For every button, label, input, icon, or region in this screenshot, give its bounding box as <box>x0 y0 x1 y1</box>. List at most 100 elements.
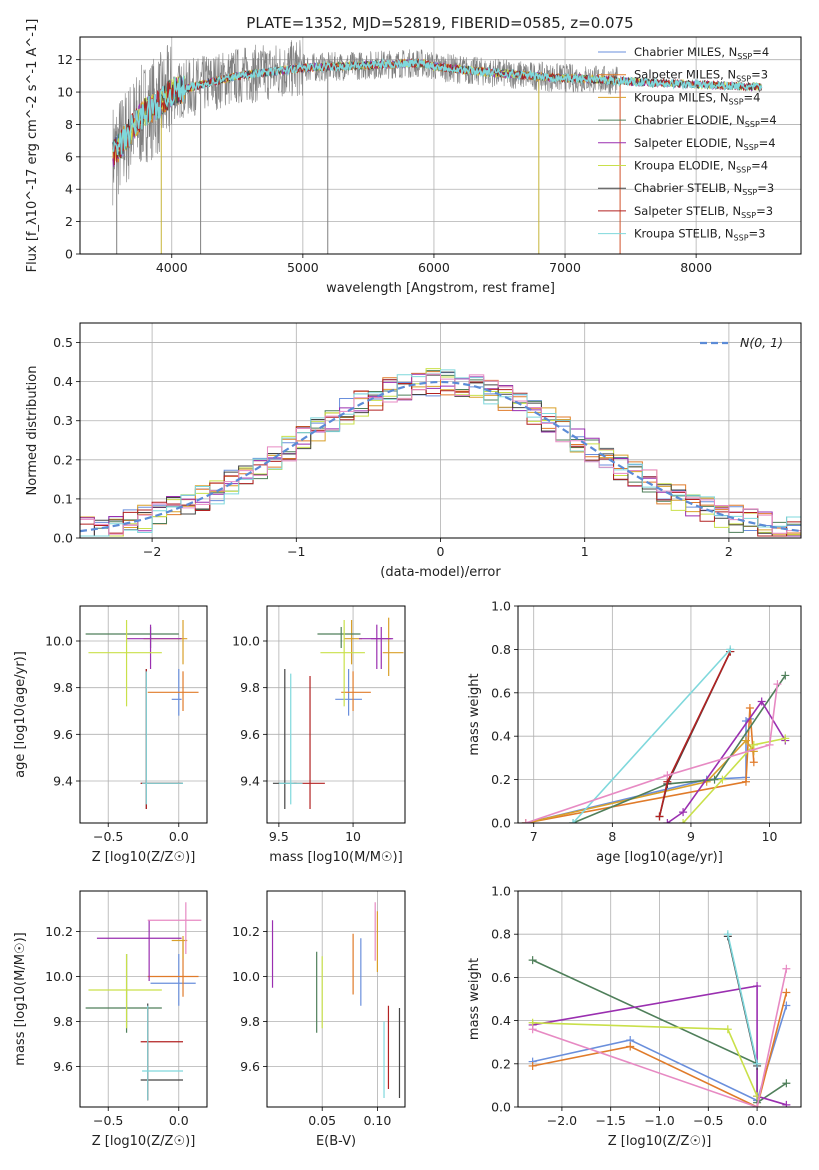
legend-subscript: SSP <box>742 188 757 197</box>
legend-label: Salpeter STELIB, NSSP=3 <box>634 204 773 220</box>
legend-subscript: SSP <box>744 143 759 152</box>
mass-vs-metallicity-panel: −0.5 0.0 9.6 9.8 10.0 10.2 Z [log10(Z/Z☉)] mass… <box>13 890 208 1149</box>
y-tick-label: 0.2 <box>491 1056 511 1071</box>
y-axis-label: mass [log10(M/M☉)] <box>13 932 28 1065</box>
y-tick-label: 10.0 <box>45 634 73 649</box>
legend-label: Salpeter ELODIE, NSSP=4 <box>634 136 776 152</box>
x-tick-label: −1 <box>287 544 305 559</box>
x-tick-label: 9.5 <box>269 829 289 844</box>
mass-vs-extinction-panel: 0.05 0.10 9.6 9.8 10.0 10.2 E(B-V) <box>232 890 406 1149</box>
plot-area <box>85 902 202 1101</box>
y-tick-label: 9.8 <box>240 1014 260 1029</box>
weight-marker <box>782 1100 791 1107</box>
y-tick-label: 1.0 <box>491 599 511 614</box>
y-tick-label: 9.6 <box>240 727 260 742</box>
y-tick-label: 0.8 <box>491 642 511 657</box>
x-tick-label: 0.05 <box>308 1113 336 1128</box>
histogram-series <box>80 368 801 537</box>
legend-count: =3 <box>749 227 766 241</box>
y-tick-label: 9.4 <box>240 774 260 789</box>
x-tick-label: 9 <box>687 829 695 844</box>
ticks: 7 8 9 10 0.0 0.2 0.4 0.6 0.8 1.0 <box>491 599 777 845</box>
x-tick-label: 0.10 <box>363 1113 391 1128</box>
weight-line <box>532 1005 788 1102</box>
normal-curve <box>80 380 801 533</box>
legend-count: =4 <box>751 159 768 173</box>
weight-line <box>532 968 788 1107</box>
weight-marker <box>679 808 688 817</box>
plot-area <box>528 930 791 1107</box>
plot-frame <box>266 890 406 1108</box>
legend: N(0, 1) <box>700 335 783 350</box>
weight-marker <box>753 982 762 991</box>
y-tick-label: 0.1 <box>53 491 73 506</box>
x-tick-label: 0.0 <box>169 829 189 844</box>
x-tick-label: −0.5 <box>93 829 123 844</box>
x-axis-label: E(B-V) <box>316 1134 356 1149</box>
plot-area <box>112 40 763 254</box>
model-spectrum <box>112 57 763 156</box>
plot-area <box>272 617 404 809</box>
y-tick-label: 8 <box>65 117 73 132</box>
plot-frame <box>79 36 802 255</box>
weight-marker <box>626 1042 635 1051</box>
legend-label: Chabrier ELODIE, NSSP=4 <box>634 113 777 129</box>
ticks: −2.0 −1.5 −1.0 −0.5 0.0 0.0 0.2 0.4 0.6 0.8 1.0 <box>491 884 767 1129</box>
legend-count: =4 <box>752 45 769 59</box>
y-tick-label: 10 <box>57 85 73 100</box>
spectrum-panel: 4000 5000 6000 7000 8000 0 2 4 6 8 10 12 wavelength … <box>25 19 802 296</box>
weight-marker <box>757 697 766 706</box>
x-tick-label: 4000 <box>156 260 188 275</box>
weight-line <box>572 674 786 823</box>
legend-count: =3 <box>757 181 774 195</box>
y-tick-label: 10.2 <box>232 924 260 939</box>
ticks: 4000 5000 6000 7000 8000 0 2 4 6 8 10 12 <box>57 52 712 275</box>
y-tick-label: 4 <box>65 182 73 197</box>
weight-marker <box>710 775 719 784</box>
y-tick-label: 0.8 <box>491 927 511 942</box>
weight-marker <box>745 703 754 712</box>
x-tick-label: −0.5 <box>93 1113 123 1128</box>
x-axis-label: age [log10(age/yr)] <box>596 850 723 865</box>
weight-line <box>532 985 787 1106</box>
x-tick-label: −2 <box>143 544 161 559</box>
ticks: −0.5 0.0 9.6 9.8 10.0 10.2 <box>45 924 189 1128</box>
weight-marker <box>663 771 672 780</box>
ticks: −2 −1 0 1 2 0.0 0.1 0.2 0.3 0.4 0.5 <box>53 335 733 559</box>
weight-marker <box>663 819 672 823</box>
y-tick-label: 0.6 <box>491 685 511 700</box>
weight-marker <box>723 1025 732 1034</box>
y-tick-label: 9.8 <box>53 680 73 695</box>
y-axis-label: Flux [f_λ10^-17 erg cm^-2 s^-1 A^-1] <box>25 19 40 273</box>
y-tick-label: 0.4 <box>53 374 73 389</box>
legend-count: =4 <box>760 113 777 127</box>
weight-vs-metallicity-panel: −2.0 −1.5 −1.0 −0.5 0.0 0.0 0.2 0.4 0.6 0.8 1.0 Z [… <box>467 884 802 1149</box>
ticks: 9.5 10 9.4 9.6 9.8 10.0 <box>232 634 361 845</box>
x-tick-label: 8 <box>608 829 616 844</box>
x-axis-label: Z [log10(Z/Z☉)] <box>92 1134 196 1149</box>
y-tick-label: 0.5 <box>53 335 73 350</box>
plot-area <box>85 620 199 809</box>
y-tick-label: 0.6 <box>491 970 511 985</box>
grid <box>267 606 405 823</box>
ticks: −0.5 0.0 9.4 9.6 9.8 10.0 <box>45 634 189 845</box>
legend-subscript: SSP <box>736 166 751 175</box>
x-tick-label: 10 <box>762 829 778 844</box>
weight-marker <box>781 671 790 680</box>
y-tick-label: 10.2 <box>45 924 73 939</box>
plot-frame <box>266 605 406 824</box>
legend-count: =3 <box>756 204 773 218</box>
weight-marker <box>782 1079 791 1088</box>
x-tick-label: −2.0 <box>547 1113 577 1128</box>
x-tick-label: −1.0 <box>644 1113 674 1128</box>
weight-marker <box>521 819 530 823</box>
x-axis-label: Z [log10(Z/Z☉)] <box>608 1134 712 1149</box>
y-tick-label: 12 <box>57 52 73 67</box>
plot-area <box>521 645 790 823</box>
y-tick-label: 9.8 <box>53 1014 73 1029</box>
x-axis-label: (data-model)/error <box>380 565 501 580</box>
y-tick-label: 9.6 <box>53 1059 73 1074</box>
residual-histogram-panel: −2 −1 0 1 2 0.0 0.1 0.2 0.3 0.4 0.5 (data-model)/er… <box>25 322 802 580</box>
y-tick-label: 9.6 <box>240 1059 260 1074</box>
weight-line <box>525 683 779 823</box>
